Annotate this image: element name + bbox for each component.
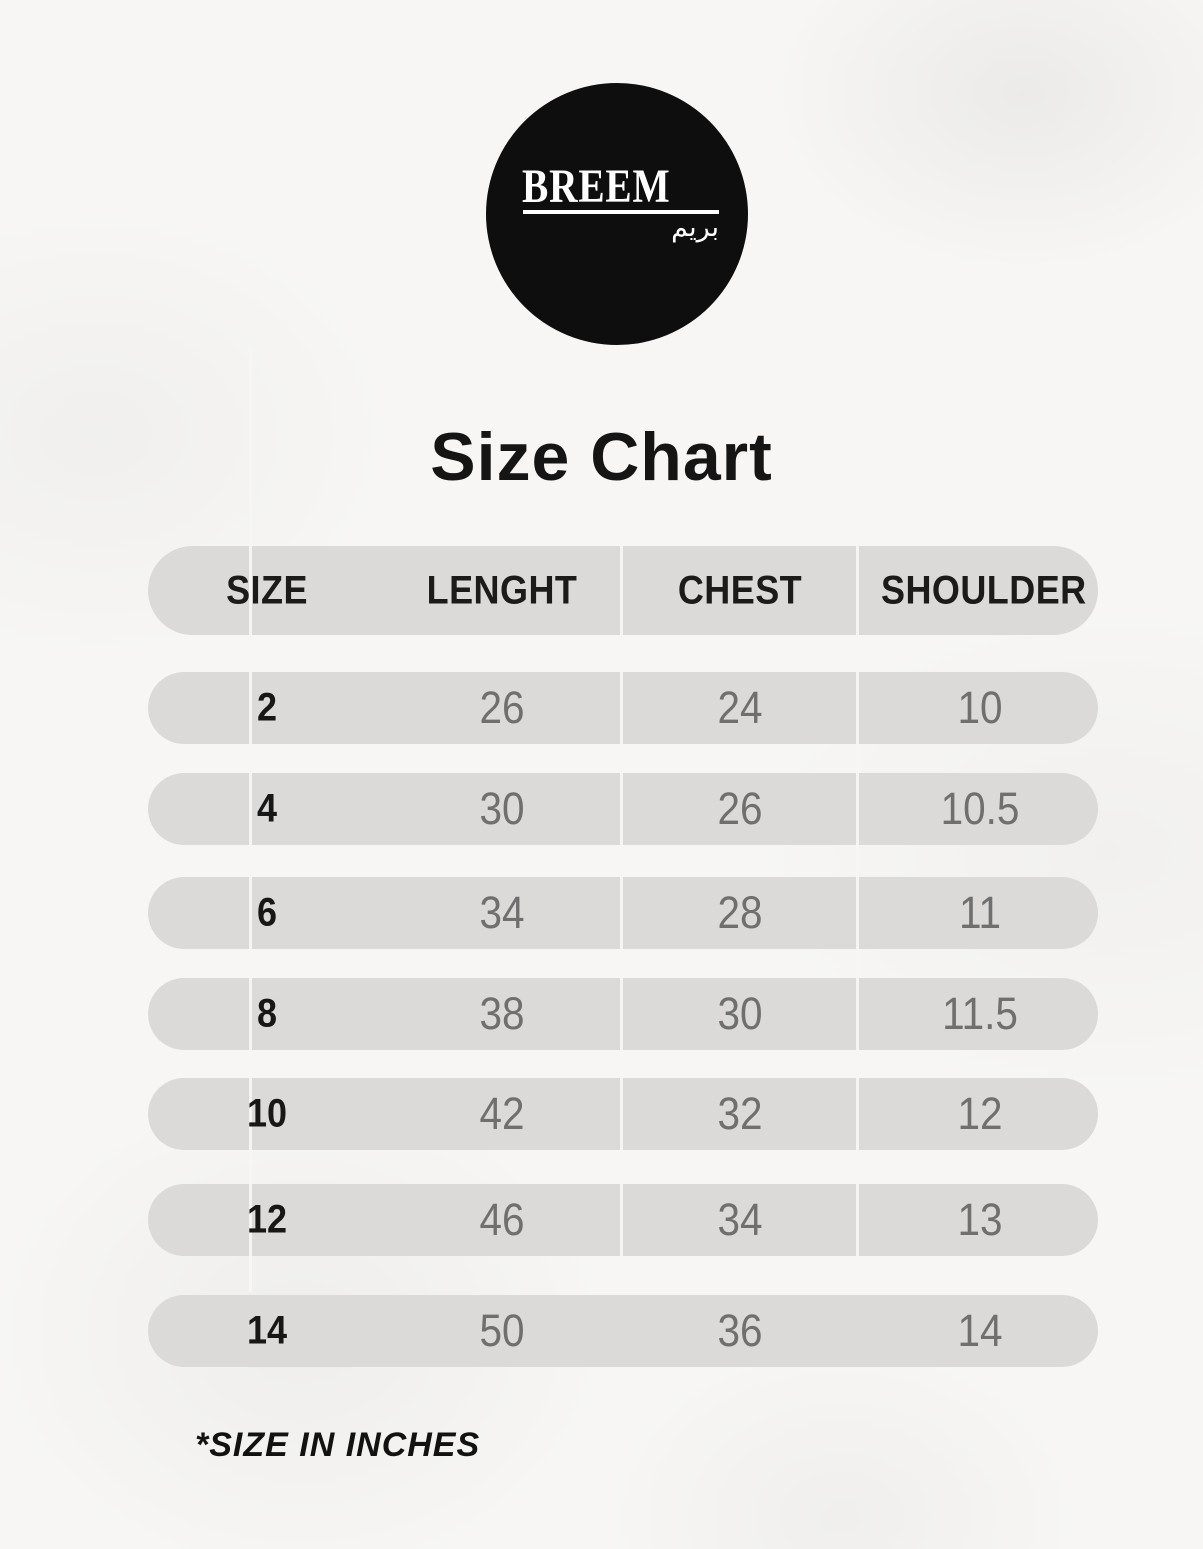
cell-lenght: 50 (479, 1305, 525, 1356)
cell-lenght: 26 (479, 682, 525, 733)
cell-shoulder: 12 (957, 1088, 1003, 1139)
cell-shoulder: 11.5 (942, 988, 1018, 1039)
cell-shoulder: 13 (957, 1194, 1003, 1245)
column-header-shoulder: SHOULDER (881, 568, 1087, 612)
cell-size: 10 (246, 1091, 288, 1136)
cell-chest: 34 (717, 1194, 763, 1245)
cell-size: 2 (256, 685, 278, 730)
cell-shoulder: 11 (958, 887, 1002, 938)
cell-chest: 26 (717, 783, 763, 834)
brand-name: BREEM (522, 160, 671, 213)
column-header-lenght: LENGHT (426, 568, 578, 612)
column-header-size: SIZE (226, 568, 308, 612)
brand-logo: BREEM بريم (486, 83, 748, 345)
cell-shoulder: 10.5 (940, 783, 1020, 834)
units-footnote: *SIZE IN INCHES (195, 1426, 481, 1464)
table-row: 8 38 30 11.5 (148, 978, 1098, 1050)
table-row: 10 42 32 12 (148, 1078, 1098, 1150)
table-row: 6 34 28 11 (148, 877, 1098, 949)
cell-chest: 28 (717, 887, 763, 938)
cell-lenght: 46 (479, 1194, 525, 1245)
cell-size: 4 (256, 786, 278, 831)
cell-chest: 32 (717, 1088, 763, 1139)
cell-size: 12 (246, 1197, 288, 1242)
table-row: 14 50 36 14 (148, 1295, 1098, 1367)
cell-chest: 36 (717, 1305, 763, 1356)
cell-lenght: 38 (479, 988, 525, 1039)
column-divider (620, 546, 623, 1292)
table-row: 4 30 26 10.5 (148, 773, 1098, 845)
cell-chest: 30 (717, 988, 763, 1039)
column-header-chest: CHEST (677, 568, 803, 612)
page-title: Size Chart (430, 419, 773, 495)
cell-size: 14 (246, 1308, 288, 1353)
table-row: 12 46 34 13 (148, 1184, 1098, 1256)
cell-chest: 24 (717, 682, 763, 733)
table-row: 2 26 24 10 (148, 672, 1098, 744)
column-divider (249, 346, 252, 1292)
brand-underline (523, 210, 719, 214)
column-divider (856, 546, 859, 1292)
brand-name-arabic: بريم (671, 212, 719, 243)
cell-shoulder: 10 (957, 682, 1003, 733)
cell-lenght: 30 (479, 783, 525, 834)
cell-lenght: 34 (479, 887, 525, 938)
cell-shoulder: 14 (957, 1305, 1003, 1356)
cell-size: 6 (256, 890, 278, 935)
cell-size: 8 (256, 991, 278, 1036)
table-header-row: SIZE LENGHT CHEST SHOULDER (148, 546, 1098, 635)
cell-lenght: 42 (479, 1088, 525, 1139)
